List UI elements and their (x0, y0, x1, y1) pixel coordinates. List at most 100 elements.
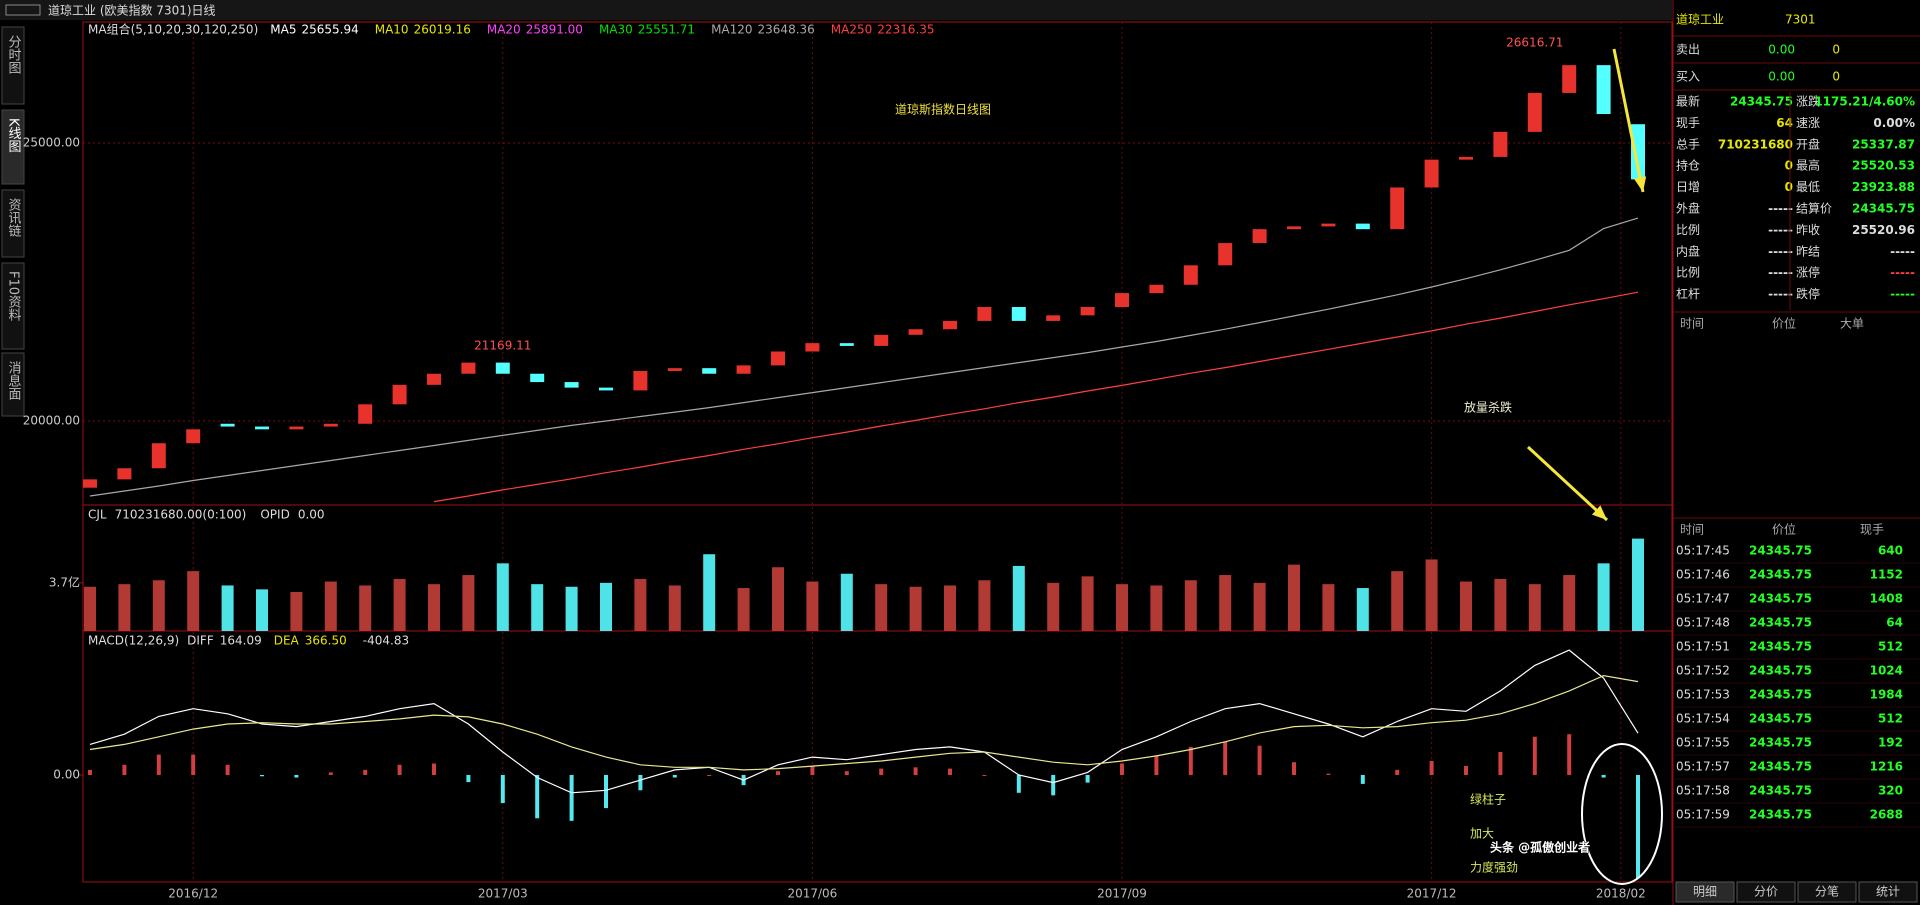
macd-bar (1188, 746, 1193, 775)
side-tab-label[interactable]: F10资料 (6, 271, 22, 321)
header-text: 164.09 (220, 634, 262, 648)
stat-value: 25520.53 (1852, 159, 1915, 173)
macd-bar (1395, 769, 1400, 775)
stat-label: 持仓 (1676, 158, 1700, 173)
candle-body (667, 368, 682, 371)
stat-value: ----- (1768, 202, 1793, 216)
tick-price: 24345.75 (1749, 784, 1812, 798)
candle-body (220, 423, 235, 427)
highlight-circle (1581, 743, 1663, 885)
top-bar (0, 0, 1672, 20)
diff-line (89, 649, 1639, 794)
side-tab[interactable] (1, 26, 25, 105)
macd-bar (1223, 741, 1228, 775)
side-tab-label[interactable]: 消息面 (6, 361, 22, 400)
header-text: MA120 (711, 23, 752, 37)
stat-value: 0 (1785, 180, 1793, 194)
x-tick-label: 2016/12 (168, 887, 218, 901)
tick-qty: 1024 (1870, 664, 1903, 678)
header-text: CJL (88, 508, 107, 522)
panel-tab-label[interactable]: 统计 (1876, 885, 1900, 899)
side-tab[interactable] (1, 352, 25, 417)
volume-bar (1425, 559, 1438, 631)
header-text: MA20 (487, 23, 521, 37)
macd-bar (569, 774, 574, 821)
column-header: 价位 (1772, 316, 1796, 331)
macd-bar (535, 774, 540, 819)
panel-tab[interactable] (1797, 881, 1857, 903)
macd-bar (638, 774, 643, 791)
volume-bar (428, 584, 440, 631)
header-text: 22316.35 (877, 23, 934, 37)
order-price: 0.00 (1768, 70, 1795, 84)
order-qty: 0 (1832, 70, 1840, 84)
panel-tab-label[interactable]: 分价 (1754, 885, 1778, 899)
panel-tab[interactable] (1858, 881, 1918, 903)
tick-time: 05:17:48 (1676, 616, 1730, 630)
header-text: 366.50 (305, 634, 347, 648)
volume-bar (978, 580, 991, 631)
candle-body (599, 387, 613, 391)
volume-bar (1081, 576, 1094, 631)
header-text: MA10 (375, 23, 409, 37)
macd-bar (122, 764, 127, 775)
chart-frame (82, 21, 1673, 883)
header-text: -404.83 (363, 634, 409, 648)
macd-bar (1429, 760, 1434, 775)
panel-tab-label[interactable]: 分笔 (1815, 884, 1839, 899)
volume-bar (772, 567, 784, 631)
stat-label: 总手 (1676, 137, 1700, 151)
volume-bar (806, 581, 819, 631)
side-tab-label[interactable]: 分时图 (6, 35, 22, 74)
stat-value: 23923.88 (1852, 180, 1915, 194)
window-title: 道琼工业 (欧美指数 7301)日线 (48, 3, 216, 18)
header-text: 0.00 (298, 508, 325, 522)
order-label: 买入 (1676, 70, 1700, 84)
stat-value: 25337.87 (1852, 137, 1915, 151)
header-text: DIFF (187, 634, 214, 648)
quote-name: 道琼工业 (1676, 12, 1724, 27)
header-text: MACD(12,26,9) (88, 634, 179, 648)
candle-body (1080, 307, 1095, 316)
volume-bar (703, 554, 716, 631)
overlay-text: 绿柱子 (1470, 792, 1506, 807)
ma120-line (89, 217, 1639, 497)
stat-label: 开盘 (1796, 136, 1820, 151)
volume-bar (1391, 571, 1404, 631)
tick-price: 24345.75 (1749, 808, 1812, 822)
side-tab-label[interactable]: K线图 (6, 118, 22, 153)
volume-bar (1184, 580, 1197, 631)
candle-body (1287, 226, 1301, 230)
macd-bar (466, 774, 471, 783)
y-tick-label: 20000.00 (23, 413, 80, 427)
panel-tab-label[interactable]: 明细 (1693, 885, 1717, 899)
tick-time: 05:17:57 (1676, 760, 1730, 774)
volume-bar (393, 578, 406, 631)
side-tab-label[interactable]: 资讯链 (6, 198, 22, 238)
side-tab[interactable] (1, 262, 25, 350)
volume-bar (1460, 581, 1472, 631)
annotation: 放量杀跌 (1464, 400, 1512, 415)
header-text: MA30 (599, 23, 633, 37)
stat-value: ----- (1890, 266, 1915, 280)
candle-body (1459, 156, 1473, 160)
volume-bar (1356, 588, 1369, 631)
side-tab[interactable] (1, 109, 25, 185)
volume-bar (187, 571, 200, 631)
x-tick-label: 2018/02 (1596, 887, 1646, 901)
candle-body (1355, 223, 1370, 230)
candle-body (1115, 293, 1129, 308)
tick-time: 05:17:58 (1676, 784, 1730, 798)
candle-body (1011, 307, 1026, 321)
stat-label: 昨收 (1796, 223, 1820, 237)
panel-tab[interactable] (1675, 881, 1735, 903)
stat-value: ----- (1768, 244, 1793, 258)
panel-tab[interactable] (1736, 881, 1796, 903)
stat-label: 现手 (1676, 116, 1700, 130)
side-tab[interactable] (1, 189, 25, 258)
volume-bar (1563, 575, 1576, 631)
macd-bar (707, 774, 712, 776)
macd-bar (500, 774, 505, 804)
stat-value: ----- (1768, 223, 1793, 237)
x-tick-label: 2017/09 (1097, 887, 1147, 901)
